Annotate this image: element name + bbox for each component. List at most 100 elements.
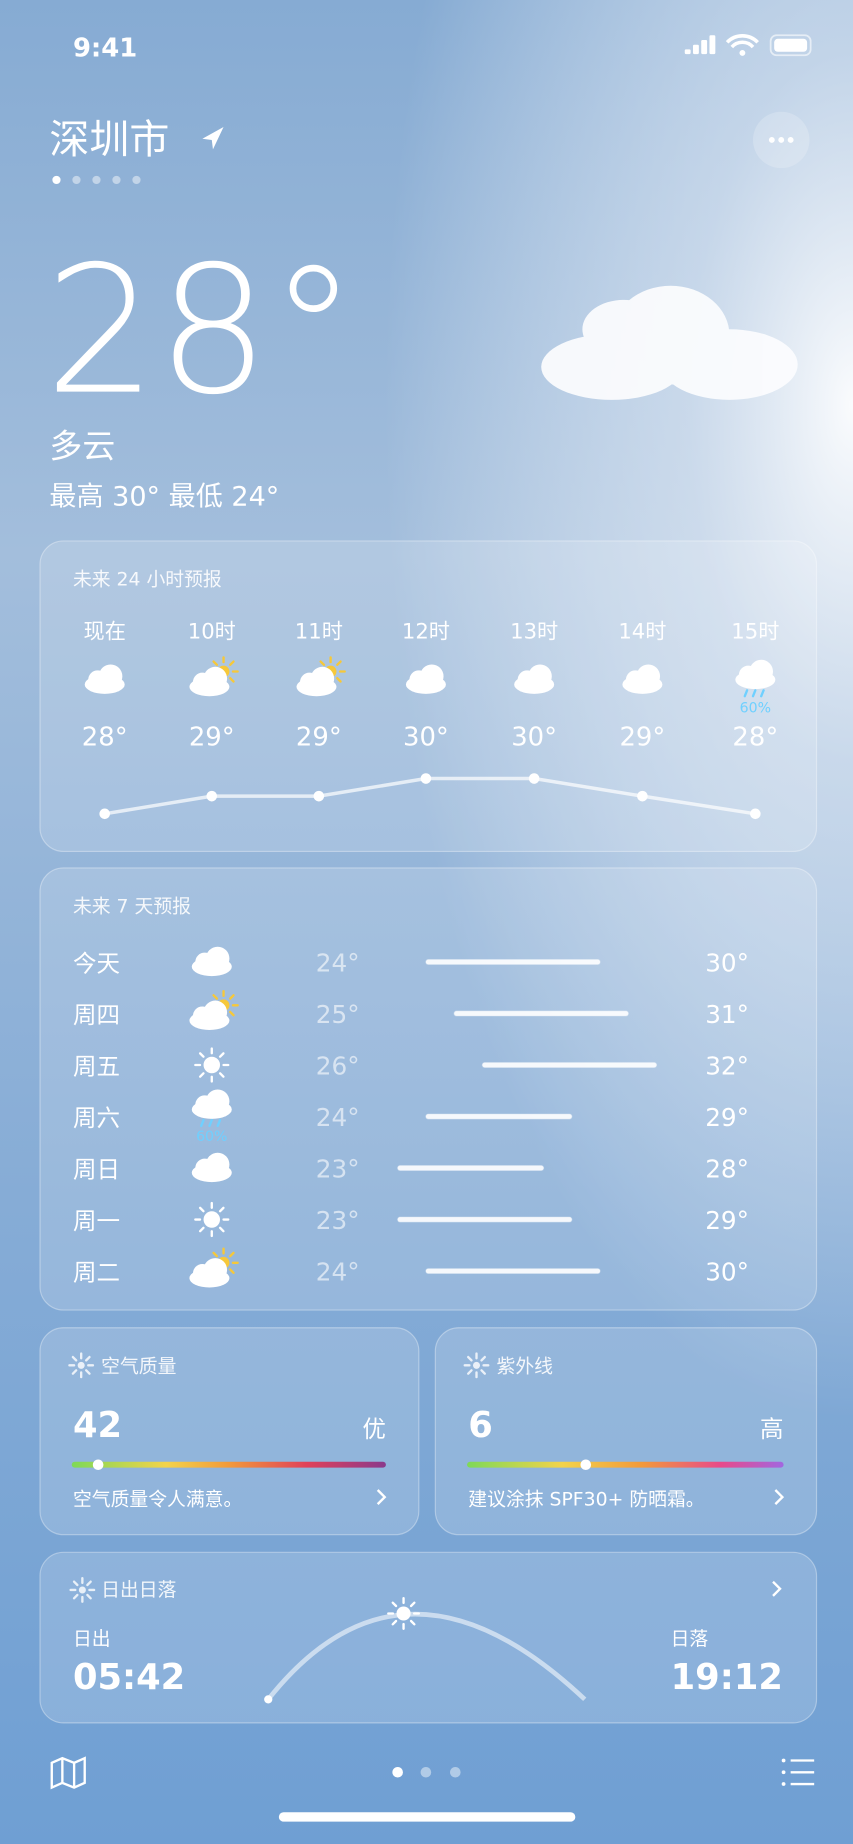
- index-scale: [467, 1461, 784, 1468]
- cloud-part: [420, 664, 444, 688]
- sun-icon: [194, 1201, 230, 1238]
- sun-ray: [336, 660, 342, 667]
- index-level: 优: [362, 1415, 386, 1443]
- cloud-shape: [189, 666, 230, 697]
- chevron[interactable]: [772, 1580, 782, 1597]
- sun-ray: [198, 1226, 205, 1233]
- chevron[interactable]: [774, 1489, 785, 1505]
- sun-icon: [69, 1577, 96, 1603]
- sun-ray: [198, 1072, 205, 1078]
- high-temp: 30°: [705, 1257, 749, 1286]
- hour-temp: 29°: [296, 723, 342, 753]
- index-note: 空气质量令人满意。: [73, 1488, 242, 1510]
- status-time: 9:41: [73, 33, 137, 63]
- cloud-icon: [514, 664, 555, 694]
- cloud-icon: [84, 664, 125, 694]
- page-dot: [132, 175, 141, 185]
- sun-ray: [198, 1052, 205, 1058]
- sun-ray: [391, 1601, 398, 1608]
- cloud-shape: [84, 664, 125, 694]
- sun-icon: [387, 1597, 421, 1630]
- high-temp: 31°: [705, 1000, 749, 1029]
- hour-temp: 29°: [619, 723, 665, 753]
- signal-bar: [692, 44, 699, 55]
- index-level: 高: [760, 1415, 784, 1443]
- sunrise-label: 日出: [73, 1628, 111, 1650]
- cloud-part: [636, 664, 661, 688]
- sun-ray: [84, 1369, 91, 1375]
- temp-point: [313, 790, 325, 802]
- day-label: 周五: [73, 1052, 120, 1080]
- sun-ray: [480, 1369, 486, 1375]
- sun-core: [203, 1211, 221, 1228]
- rain-drop: [743, 689, 749, 698]
- card-title: 日出日落: [101, 1579, 176, 1601]
- cloud-icon: [405, 664, 446, 694]
- high-temp: 28°: [705, 1154, 749, 1183]
- rain-drop: [760, 689, 765, 698]
- cloud-icon: [191, 1089, 232, 1119]
- home-indicator: [278, 1812, 576, 1822]
- cloud-shape: [191, 946, 232, 977]
- sun-core: [203, 1056, 221, 1074]
- sun-start: [264, 1695, 273, 1704]
- index-value: 6: [468, 1405, 493, 1446]
- rain-drop: [751, 689, 757, 698]
- card: [434, 1327, 818, 1536]
- hour-temp: 29°: [189, 723, 235, 753]
- cloud-shape: [189, 1000, 230, 1030]
- hour-label: 12时: [402, 619, 450, 644]
- low-temp: 26°: [316, 1051, 360, 1080]
- wifi-icon: [725, 34, 759, 49]
- cloud-part: [205, 1089, 230, 1113]
- hour-temp: 28°: [732, 723, 778, 753]
- sun-ray: [218, 1072, 225, 1078]
- rain-drop: [200, 1118, 205, 1128]
- signal-bar: [709, 35, 716, 55]
- index-marker: [92, 1459, 104, 1471]
- page-indicator: [392, 1766, 403, 1778]
- sun-core: [77, 1361, 85, 1369]
- hour-label: 13时: [510, 619, 558, 644]
- list-button-hit[interactable]: [777, 1752, 819, 1792]
- hour-label: 15时: [731, 619, 779, 644]
- location-arrow: [202, 127, 224, 150]
- rain-drop: [216, 1118, 222, 1128]
- low-temp: 24°: [316, 1103, 360, 1132]
- high-low: 最高 30° 最低 24°: [49, 482, 279, 513]
- index-scale: [71, 1461, 386, 1468]
- more-dot: [778, 137, 785, 143]
- decor-cloud: [541, 285, 798, 400]
- list-dot: [781, 1758, 786, 1763]
- cloud-shape: [405, 664, 446, 694]
- cloud-part: [203, 666, 228, 691]
- cloud-part: [98, 664, 123, 688]
- chevron[interactable]: [376, 1489, 387, 1505]
- map-button[interactable]: [50, 1756, 86, 1790]
- sun-ray: [336, 676, 342, 683]
- more-dot: [787, 137, 794, 143]
- cloud-part: [203, 1000, 228, 1025]
- hour-label: 10时: [188, 619, 236, 644]
- sun-ray: [467, 1369, 473, 1375]
- card: [39, 1327, 420, 1536]
- page-dot: [92, 175, 101, 185]
- card-title: 紫外线: [497, 1355, 554, 1377]
- signal-bar: [684, 49, 691, 55]
- cloud-icon: [191, 946, 232, 977]
- precip-chance: 60%: [196, 1129, 227, 1145]
- sun-ray: [467, 1355, 473, 1362]
- day-label: 周四: [73, 1001, 120, 1029]
- day-label: 周二: [73, 1258, 120, 1286]
- hour-label: 14时: [618, 619, 666, 644]
- sun-ray: [218, 1226, 225, 1233]
- card: [39, 867, 818, 1311]
- cloud-part: [310, 666, 335, 691]
- sun-ray: [409, 1601, 416, 1608]
- cloud-shape: [735, 659, 776, 690]
- city-name: 深圳市: [49, 117, 169, 163]
- high-temp: 29°: [705, 1206, 749, 1235]
- sun-ray: [319, 660, 326, 667]
- high-temp: 30°: [705, 948, 749, 977]
